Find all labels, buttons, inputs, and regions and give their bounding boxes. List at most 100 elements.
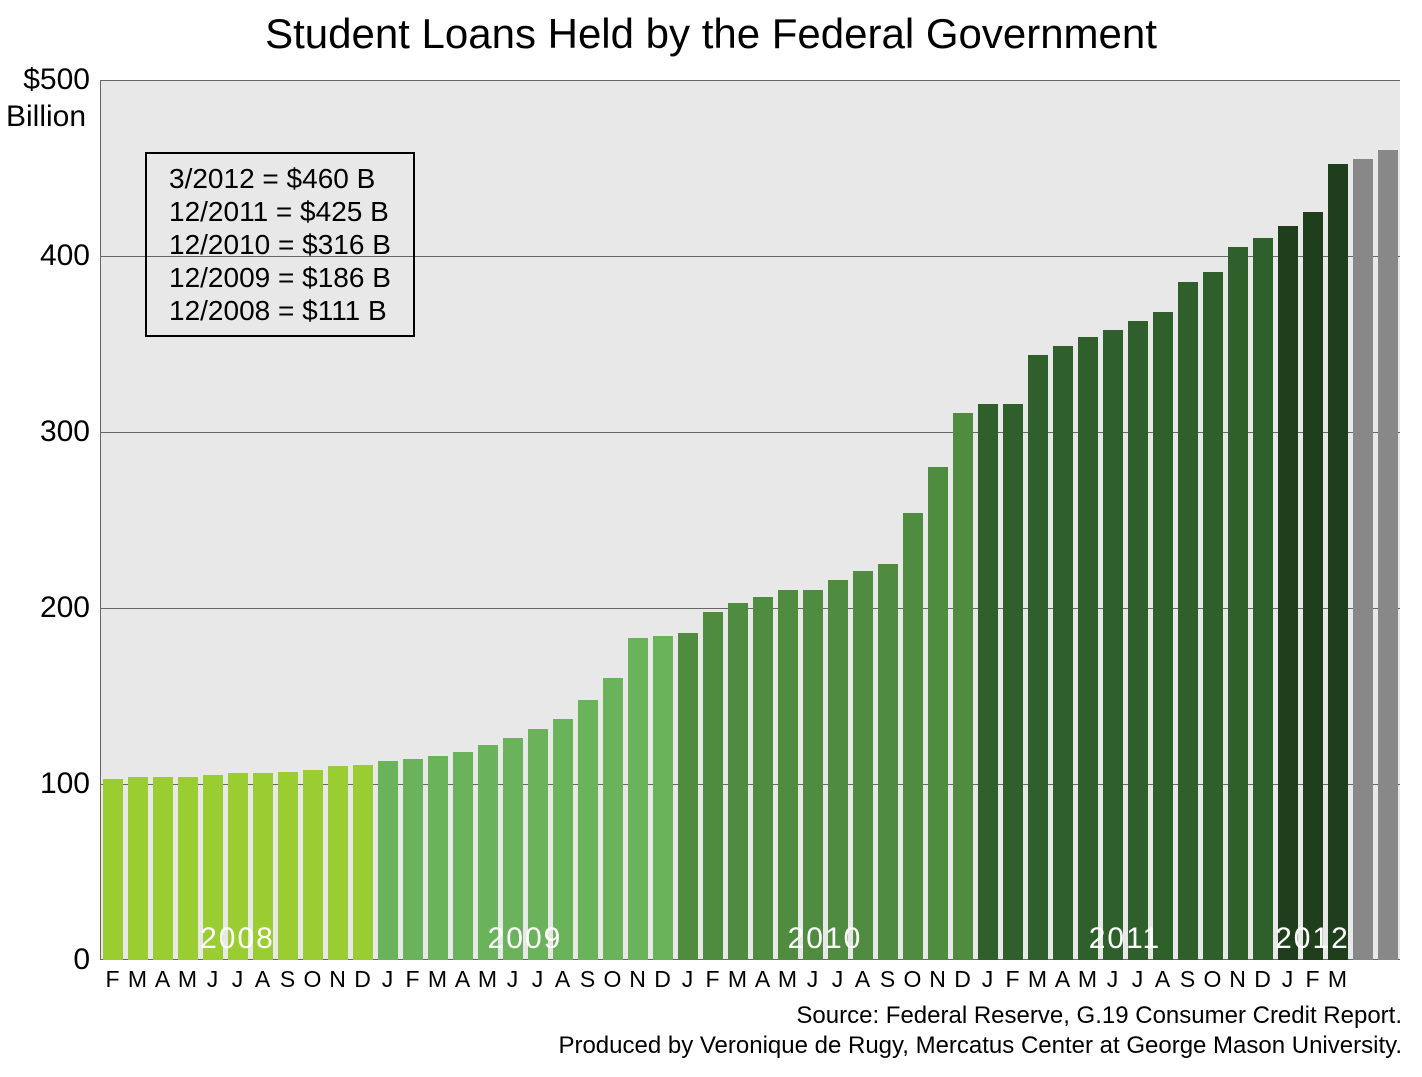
x-month-label: J (232, 960, 244, 993)
x-month-label: N (629, 960, 646, 993)
y-tick-label: $500 (23, 63, 100, 97)
x-month-label: S (880, 960, 895, 993)
x-month-label: J (982, 960, 994, 993)
chart-title: Student Loans Held by the Federal Govern… (0, 10, 1422, 58)
x-month-label: A (155, 960, 170, 993)
x-month-label: A (1155, 960, 1170, 993)
x-month-label: M (728, 960, 747, 993)
x-month-label: M (778, 960, 797, 993)
x-month-label: A (755, 960, 770, 993)
y-tick-label: 0 (73, 943, 100, 977)
x-month-label: J (532, 960, 544, 993)
bar (1028, 355, 1048, 960)
x-month-label: O (1204, 960, 1222, 993)
bar (1328, 164, 1348, 960)
bar (1253, 238, 1273, 960)
year-label: 2009 (375, 922, 675, 956)
x-month-label: M (428, 960, 447, 993)
x-month-label: F (1005, 960, 1019, 993)
bar (878, 564, 898, 960)
x-month-label: F (1305, 960, 1319, 993)
x-month-label: A (855, 960, 870, 993)
x-month-label: D (354, 960, 371, 993)
callout-box: 3/2012 = $460 B12/2011 = $425 B12/2010 =… (145, 152, 415, 337)
x-month-label: A (455, 960, 470, 993)
bar (1003, 404, 1023, 960)
year-label: 2010 (675, 922, 975, 956)
bar (853, 571, 873, 960)
x-month-label: O (604, 960, 622, 993)
x-month-label: J (682, 960, 694, 993)
y-tick-label: 400 (40, 239, 100, 273)
bar (1128, 321, 1148, 960)
x-month-label: J (382, 960, 394, 993)
callout-line: 12/2009 = $186 B (169, 261, 391, 294)
bar (728, 603, 748, 960)
x-month-label: J (832, 960, 844, 993)
year-label: 2008 (100, 922, 375, 956)
x-month-label: M (1328, 960, 1347, 993)
x-month-label: N (1229, 960, 1246, 993)
bar (1178, 282, 1198, 960)
callout-line: 12/2010 = $316 B (169, 228, 391, 261)
y-tick-label: 300 (40, 415, 100, 449)
x-month-label: A (555, 960, 570, 993)
x-month-label: S (280, 960, 295, 993)
bar (578, 700, 598, 960)
x-month-label: D (954, 960, 971, 993)
bar (603, 678, 623, 960)
bar (978, 404, 998, 960)
x-month-label: J (1107, 960, 1119, 993)
y-tick-label: 200 (40, 591, 100, 625)
bar (1153, 312, 1173, 960)
x-month-label: F (705, 960, 719, 993)
bar (653, 636, 673, 960)
x-month-label: S (1180, 960, 1195, 993)
x-month-label: N (329, 960, 346, 993)
chart-page: Student Loans Held by the Federal Govern… (0, 0, 1422, 1077)
x-month-label: J (1132, 960, 1144, 993)
bar (1303, 212, 1323, 960)
x-month-label: M (178, 960, 197, 993)
bar (1078, 337, 1098, 960)
bar (678, 633, 698, 960)
bar (703, 612, 723, 960)
bar (1278, 226, 1298, 960)
x-month-label: D (1254, 960, 1271, 993)
x-month-label: M (1078, 960, 1097, 993)
bar (803, 590, 823, 960)
x-month-label: O (904, 960, 922, 993)
x-month-label: A (255, 960, 270, 993)
x-month-label: J (207, 960, 219, 993)
x-month-label: S (580, 960, 595, 993)
x-month-label: F (105, 960, 119, 993)
x-month-label: J (807, 960, 819, 993)
bar (1053, 346, 1073, 960)
x-month-label: O (304, 960, 322, 993)
x-month-label: J (507, 960, 519, 993)
x-month-label: J (1282, 960, 1294, 993)
bar (1203, 272, 1223, 960)
callout-line: 12/2011 = $425 B (169, 195, 391, 228)
x-month-label: F (405, 960, 419, 993)
callout-line: 3/2012 = $460 B (169, 162, 391, 195)
x-month-label: A (1055, 960, 1070, 993)
year-label: 2012 (1275, 922, 1350, 956)
x-month-label: M (128, 960, 147, 993)
bar (753, 597, 773, 960)
y-axis-unit: Billion (6, 100, 86, 134)
bar (1378, 150, 1398, 960)
year-label: 2011 (975, 922, 1275, 956)
x-month-label: N (929, 960, 946, 993)
x-month-label: M (1028, 960, 1047, 993)
bar (828, 580, 848, 960)
bar (1228, 247, 1248, 960)
bar (628, 638, 648, 960)
bar (928, 467, 948, 960)
footer-credit: Produced by Veronique de Rugy, Mercatus … (558, 1032, 1402, 1060)
footer-source: Source: Federal Reserve, G.19 Consumer C… (796, 1002, 1402, 1030)
bar (1353, 159, 1373, 960)
y-tick-label: 100 (40, 767, 100, 801)
bar (1103, 330, 1123, 960)
x-month-label: M (478, 960, 497, 993)
